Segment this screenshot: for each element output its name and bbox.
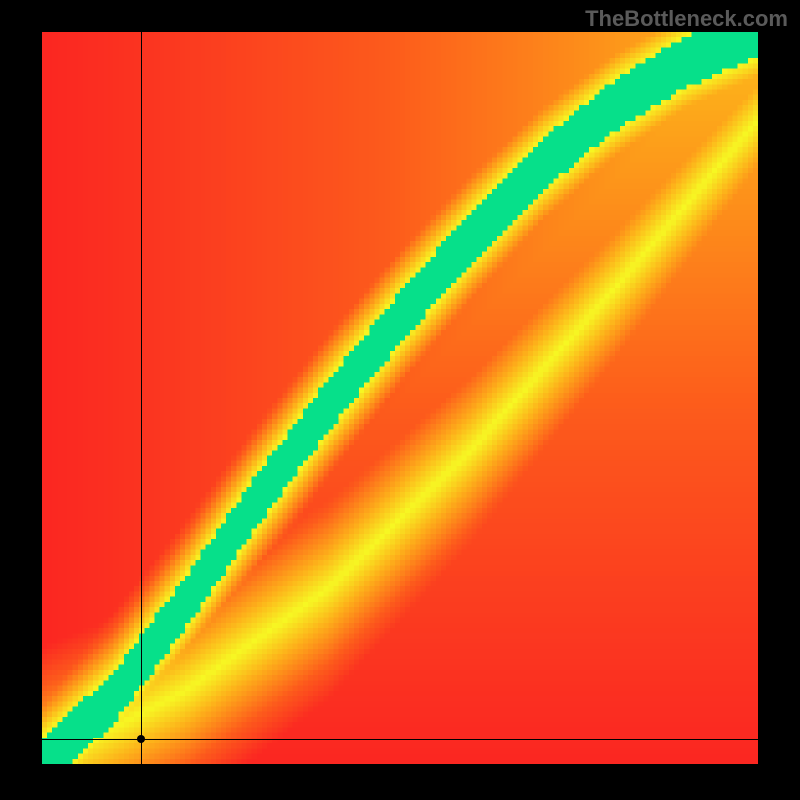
- crosshair-horizontal: [42, 739, 758, 740]
- bottleneck-heatmap: [42, 32, 758, 764]
- crosshair-vertical: [141, 32, 142, 764]
- selection-marker: [137, 735, 145, 743]
- plot-area: [42, 32, 758, 764]
- watermark-text: TheBottleneck.com: [585, 6, 788, 32]
